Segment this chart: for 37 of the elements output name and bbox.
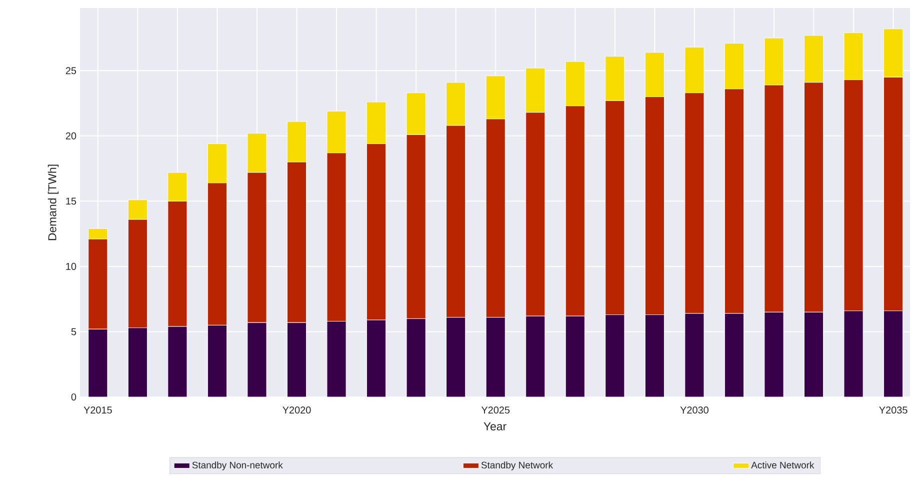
bar [605,314,625,397]
bar [684,313,704,397]
x-tick-label: Y2025 [481,406,510,414]
bar [247,322,267,397]
legend-label: Standby Non-network [192,461,283,470]
bar [764,312,784,397]
bar [884,310,904,397]
x-tick-label: Y2030 [680,406,708,414]
bar [724,313,744,397]
bar [168,326,188,397]
y-tick-label: 0 [71,393,76,401]
x-axis-title: Year [484,422,506,430]
y-tick-label: 25 [66,67,76,74]
x-tick-label: Y2015 [84,406,112,414]
x-tick-label: Y2020 [282,406,311,414]
bar [326,321,346,397]
bar [446,317,466,397]
bar [406,318,426,397]
y-tick-label: 20 [66,132,76,140]
y-tick-label: 5 [71,328,76,336]
y-tick-label: 10 [66,262,76,270]
bar [128,328,148,397]
bar [644,314,664,397]
legend-label: Standby Network [481,461,554,470]
y-axis-title: Demand [TWh] [48,164,59,240]
bar [88,328,108,397]
bar [207,324,228,397]
bar [844,310,864,397]
bar [286,322,307,397]
y-tick-label: 15 [66,198,76,205]
bar [486,317,506,397]
bar [366,320,386,397]
bar [526,316,546,397]
bar [565,316,585,397]
legend-label: Active Network [751,461,814,468]
x-tick-label: Y2035 [879,406,908,414]
bar [804,312,824,397]
